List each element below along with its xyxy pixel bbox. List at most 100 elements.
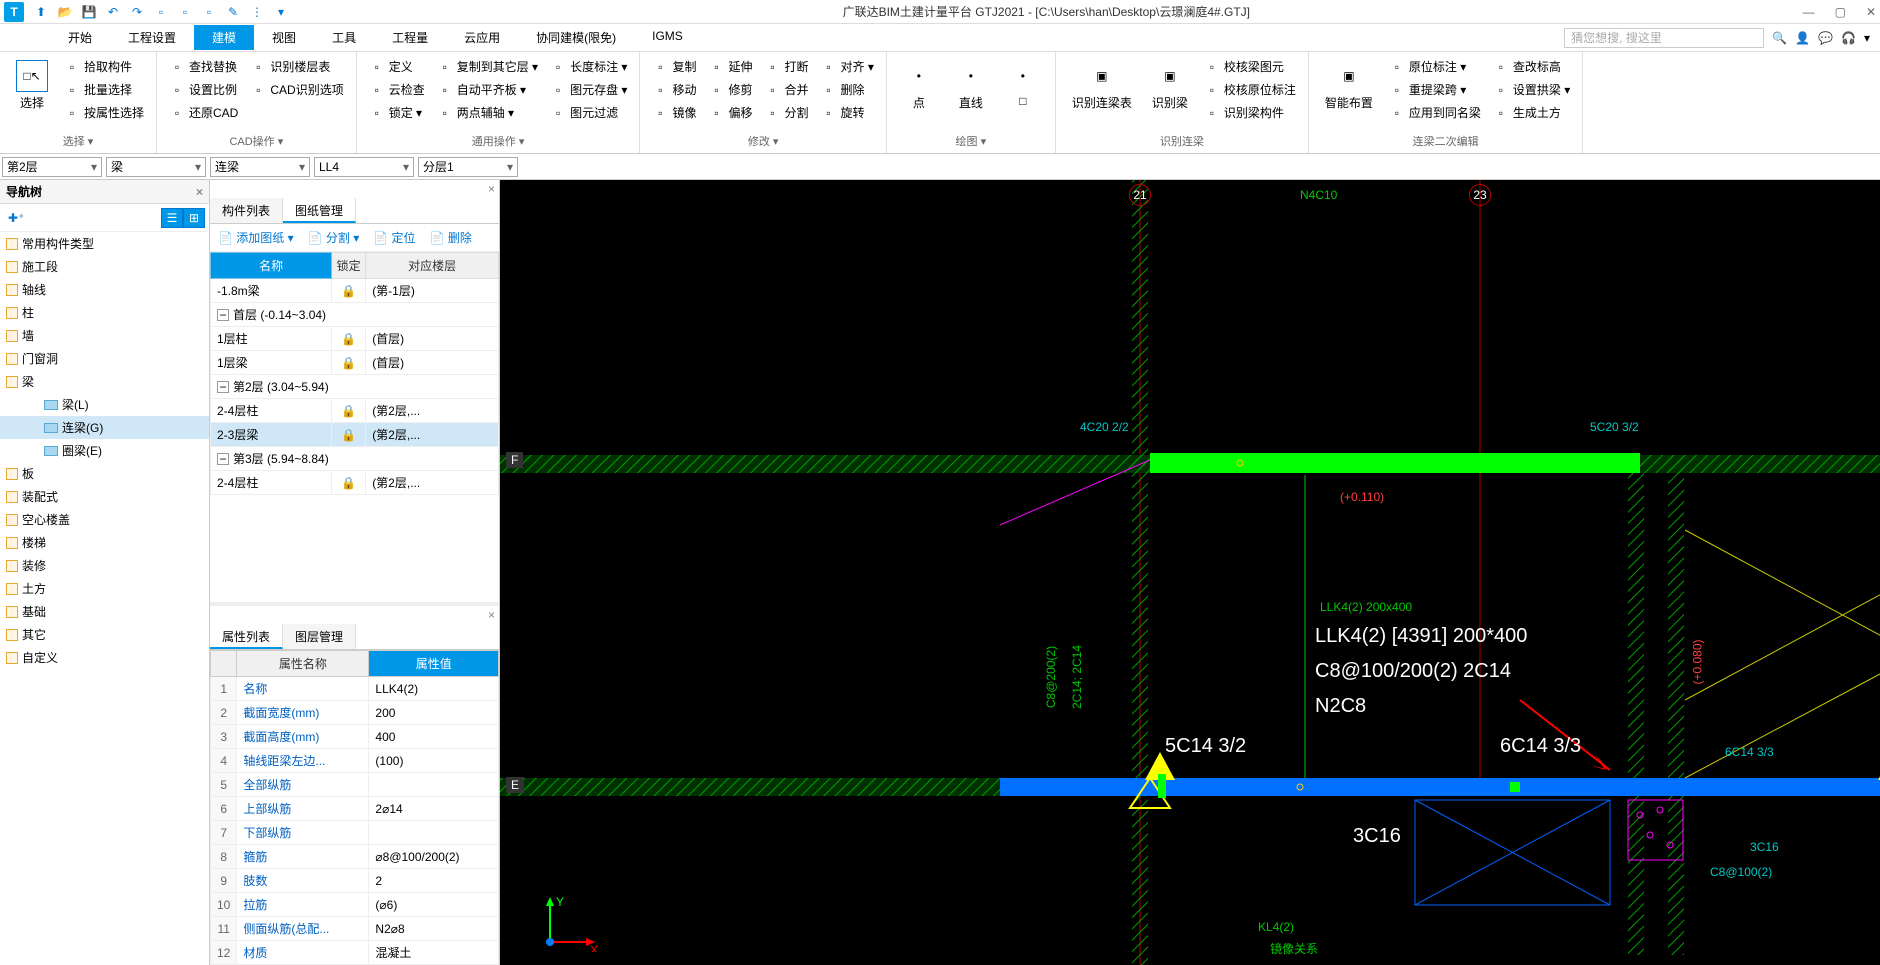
ribbon-button[interactable]: ▫移动 (648, 79, 700, 100)
ribbon-button[interactable]: ▫复制到其它层 ▾ (433, 56, 542, 77)
ribbon-button[interactable]: ▫生成土方 (1489, 102, 1574, 123)
qat-save-icon[interactable]: 💾 (80, 3, 98, 21)
ribbon-button[interactable]: ▫还原CAD (165, 102, 242, 123)
qat-btn[interactable]: ▫ (200, 3, 218, 21)
ribbon-button[interactable]: ▫校核原位标注 (1200, 79, 1300, 100)
ribbon-button[interactable]: ▫查改标高 (1489, 56, 1574, 77)
ribbon-button[interactable]: •直线 (947, 56, 995, 115)
ribbon-button[interactable]: ▫识别梁构件 (1200, 102, 1300, 123)
property-row[interactable]: 10拉筋(⌀6) (211, 893, 499, 917)
ribbon-button[interactable]: ▫分割 (760, 102, 812, 123)
selector-combo[interactable]: 第2层 (2, 157, 102, 177)
toolbar-button[interactable]: 📄 删除 (426, 227, 476, 248)
ribbon-button[interactable]: ▫图元存盘 ▾ (546, 79, 631, 100)
grid-view-icon[interactable]: ⊞ (183, 208, 205, 228)
ribbon-button[interactable]: ▫修剪 (704, 79, 756, 100)
table-row[interactable]: 2-3层梁🔒(第2层,... (211, 423, 499, 447)
qat-open-icon[interactable]: 📂 (56, 3, 74, 21)
ribbon-button[interactable]: □↖选择 (8, 56, 56, 115)
property-row[interactable]: 6上部纵筋2⌀14 (211, 797, 499, 821)
ribbon-button[interactable]: ▫校核梁图元 (1200, 56, 1300, 77)
tree-item[interactable]: 施工段 (0, 255, 209, 278)
tree-item[interactable]: 自定义 (0, 646, 209, 669)
add-icon[interactable]: ✚⁺ (4, 209, 28, 227)
tree-item[interactable]: 常用构件类型 (0, 232, 209, 255)
qat-dropdown[interactable]: ▾ (272, 3, 290, 21)
table-row[interactable]: 1层梁🔒(首层) (211, 351, 499, 375)
qat-btn[interactable]: ▫ (176, 3, 194, 21)
property-row[interactable]: 12材质混凝土 (211, 941, 499, 965)
ribbon-button[interactable]: ▫长度标注 ▾ (546, 56, 631, 77)
table-row[interactable]: −首层 (-0.14~3.04) (211, 303, 499, 327)
list-view-icon[interactable]: ☰ (161, 208, 183, 228)
qat-undo-icon[interactable]: ↶ (104, 3, 122, 21)
menu-item[interactable]: IGMS (634, 25, 701, 50)
selector-combo[interactable]: 分层1 (418, 157, 518, 177)
table-row[interactable]: 2-4层柱🔒(第2层,... (211, 399, 499, 423)
ribbon-button[interactable]: ▫对齐 ▾ (816, 56, 877, 77)
ribbon-button[interactable]: ▫CAD识别选项 (246, 79, 347, 100)
menu-item[interactable]: 协同建模(限免) (518, 25, 634, 50)
nav-tree[interactable]: 常用构件类型施工段轴线柱墙门窗洞梁梁(L)连梁(G)圈梁(E)板装配式空心楼盖楼… (0, 232, 209, 965)
property-table[interactable]: 属性名称属性值 1名称LLK4(2)2截面宽度(mm)2003截面高度(mm)4… (210, 650, 499, 965)
tree-item[interactable]: 基础 (0, 600, 209, 623)
menu-item[interactable]: 视图 (254, 25, 314, 50)
ribbon-button[interactable]: ▫打断 (760, 56, 812, 77)
ribbon-button[interactable]: ▫复制 (648, 56, 700, 77)
ribbon-button[interactable]: •□ (999, 56, 1047, 112)
property-row[interactable]: 2截面宽度(mm)200 (211, 701, 499, 725)
ribbon-button[interactable]: ▫镜像 (648, 102, 700, 123)
column-header[interactable] (211, 651, 237, 677)
ribbon-button[interactable]: ▫两点辅轴 ▾ (433, 102, 542, 123)
tab[interactable]: 图纸管理 (283, 198, 356, 223)
drawing-table[interactable]: 名称锁定对应楼层 -1.8m梁🔒(第-1层)−首层 (-0.14~3.04) 1… (210, 252, 499, 495)
menu-item[interactable]: 工具 (314, 25, 374, 50)
property-row[interactable]: 4轴线距梁左边...(100) (211, 749, 499, 773)
ribbon-button[interactable]: ▫旋转 (816, 102, 877, 123)
ribbon-button[interactable]: ▫删除 (816, 79, 877, 100)
ribbon-button[interactable]: •点 (895, 56, 943, 115)
tree-item[interactable]: 装修 (0, 554, 209, 577)
ribbon-button[interactable]: ▫拾取构件 (60, 56, 148, 77)
menu-item[interactable]: 云应用 (446, 25, 518, 50)
pin-icon[interactable]: × (196, 185, 203, 199)
tree-item[interactable]: 楼梯 (0, 531, 209, 554)
tree-item[interactable]: 土方 (0, 577, 209, 600)
ribbon-button[interactable]: ▫设置拱梁 ▾ (1489, 79, 1574, 100)
table-row[interactable]: −第2层 (3.04~5.94) (211, 375, 499, 399)
tree-item[interactable]: 其它 (0, 623, 209, 646)
ribbon-button[interactable]: ▣识别梁 (1144, 56, 1196, 115)
panel-pin-icon[interactable]: × (488, 182, 495, 196)
more-icon[interactable]: ▾ (1864, 31, 1870, 45)
qat-btn[interactable]: ▫ (152, 3, 170, 21)
property-row[interactable]: 3截面高度(mm)400 (211, 725, 499, 749)
tree-item[interactable]: 梁 (0, 370, 209, 393)
toolbar-button[interactable]: 📄 定位 (369, 227, 419, 248)
column-header[interactable]: 对应楼层 (366, 253, 499, 279)
table-row[interactable]: 2-4层柱🔒(第2层,... (211, 471, 499, 495)
selector-combo[interactable]: 连梁 (210, 157, 310, 177)
tree-item[interactable]: 梁(L) (0, 393, 209, 416)
column-header[interactable]: 属性名称 (237, 651, 369, 677)
ribbon-button[interactable]: ▫设置比例 (165, 79, 242, 100)
ribbon-button[interactable]: ▫重提梁跨 ▾ (1385, 79, 1485, 100)
tree-item[interactable]: 装配式 (0, 485, 209, 508)
tree-item[interactable]: 板 (0, 462, 209, 485)
tree-item[interactable]: 连梁(G) (0, 416, 209, 439)
ribbon-button[interactable]: ▫云检查 (365, 79, 429, 100)
table-row[interactable]: −第3层 (5.94~8.84) (211, 447, 499, 471)
tab[interactable]: 图层管理 (283, 624, 356, 649)
user-icon[interactable]: 👤 (1795, 31, 1810, 45)
property-row[interactable]: 7下部纵筋 (211, 821, 499, 845)
ribbon-button[interactable]: ▫合并 (760, 79, 812, 100)
property-row[interactable]: 11侧面纵筋(总配...N2⌀8 (211, 917, 499, 941)
ribbon-button[interactable]: ▫图元过滤 (546, 102, 631, 123)
close-button[interactable]: ✕ (1866, 5, 1876, 19)
selector-combo[interactable]: LL4 (314, 157, 414, 177)
property-row[interactable]: 1名称LLK4(2) (211, 677, 499, 701)
tab[interactable]: 属性列表 (210, 624, 283, 649)
property-row[interactable]: 9肢数2 (211, 869, 499, 893)
toolbar-button[interactable]: 📄 添加图纸 ▾ (214, 227, 298, 248)
tree-item[interactable]: 圈梁(E) (0, 439, 209, 462)
property-row[interactable]: 8箍筋⌀8@100/200(2) (211, 845, 499, 869)
